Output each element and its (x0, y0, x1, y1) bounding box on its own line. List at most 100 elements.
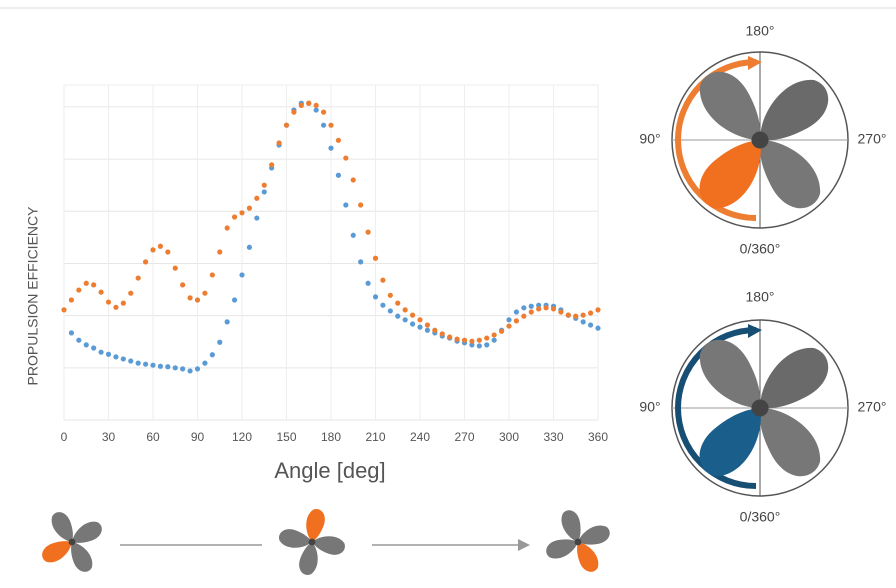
data-point (298, 102, 304, 108)
data-point (254, 195, 260, 201)
data-point (313, 102, 319, 108)
angle-label: 270° (858, 399, 887, 415)
data-point (172, 265, 178, 271)
data-point (202, 360, 208, 366)
data-point (91, 282, 97, 288)
data-point (165, 364, 171, 370)
data-point (320, 122, 327, 128)
data-point (61, 307, 67, 313)
data-point (513, 309, 520, 315)
y-axis-title: PROPULSION EFFICIENCY (25, 206, 41, 386)
data-point (402, 317, 408, 323)
angle-label: 90° (639, 399, 660, 415)
data-point (120, 356, 126, 362)
data-point (595, 307, 601, 313)
data-point (476, 343, 482, 349)
chart: 0 30 60 90 120 150 180 210 240 270 300 330 360 (61, 84, 608, 444)
data-point (202, 290, 208, 296)
data-point (536, 302, 542, 308)
data-point (595, 325, 601, 331)
x-tick-label: 60 (146, 430, 160, 444)
data-point (306, 100, 312, 106)
data-point (217, 339, 223, 345)
data-point (261, 189, 267, 195)
data-point (209, 352, 215, 358)
data-point (550, 306, 557, 312)
data-point (432, 327, 438, 333)
data-point (409, 321, 416, 327)
angle-label: 0/360° (740, 509, 781, 525)
x-tick-label: 360 (588, 430, 608, 444)
data-point (335, 172, 342, 178)
data-point (76, 287, 82, 293)
data-point (350, 232, 356, 238)
data-point (580, 312, 586, 318)
data-point (98, 349, 104, 355)
angle-label: 270° (858, 131, 887, 147)
data-point (76, 337, 82, 343)
data-point (217, 249, 223, 255)
angle-label: 180° (746, 289, 775, 305)
x-tick-label: 180 (321, 430, 341, 444)
data-point (105, 351, 112, 357)
data-point (350, 177, 356, 183)
data-point (498, 328, 505, 334)
data-point (172, 365, 178, 371)
data-point (261, 182, 267, 188)
data-point (380, 277, 386, 283)
data-point (239, 272, 245, 278)
data-point (484, 335, 490, 341)
x-axis-title: Angle [deg] (274, 458, 385, 483)
x-tick-label: 240 (410, 430, 430, 444)
data-point (254, 215, 260, 221)
data-point (157, 243, 164, 249)
data-point (224, 225, 230, 231)
data-point (135, 275, 141, 281)
data-point (165, 249, 171, 255)
x-tick-label: 30 (102, 430, 116, 444)
data-point (276, 140, 282, 146)
data-point (358, 259, 364, 265)
polar-diagram: 180° 90° 270° 0/360° (639, 23, 886, 257)
data-point (424, 327, 431, 333)
data-point (269, 162, 275, 168)
data-point (224, 319, 230, 325)
data-point (68, 297, 75, 303)
data-point (343, 202, 349, 208)
data-point (417, 324, 423, 330)
data-point (587, 322, 594, 328)
data-point (387, 308, 393, 314)
data-point (469, 342, 475, 348)
data-point (439, 331, 445, 337)
data-point (128, 358, 134, 364)
data-point (320, 109, 327, 115)
angle-label: 180° (746, 23, 775, 39)
data-point (484, 342, 490, 348)
data-point (565, 312, 571, 318)
data-point (335, 137, 342, 143)
data-point (461, 337, 468, 343)
data-point (395, 300, 401, 306)
data-point (587, 310, 594, 316)
data-point (68, 330, 75, 336)
data-point (513, 318, 520, 324)
data-point (98, 289, 104, 295)
data-point (194, 297, 201, 303)
data-point (372, 255, 379, 261)
data-point (113, 304, 119, 310)
data-point (358, 202, 364, 208)
data-point (506, 317, 512, 323)
data-point (409, 312, 416, 318)
data-point (239, 210, 245, 216)
data-point (343, 155, 349, 161)
data-point (246, 205, 253, 211)
data-point (135, 360, 141, 366)
data-point (187, 368, 193, 374)
data-point (231, 214, 238, 220)
data-point (142, 361, 149, 367)
x-tick-label: 0 (61, 430, 68, 444)
data-point (573, 313, 579, 319)
data-point (157, 363, 164, 369)
data-point (454, 336, 460, 342)
data-point (528, 303, 534, 309)
